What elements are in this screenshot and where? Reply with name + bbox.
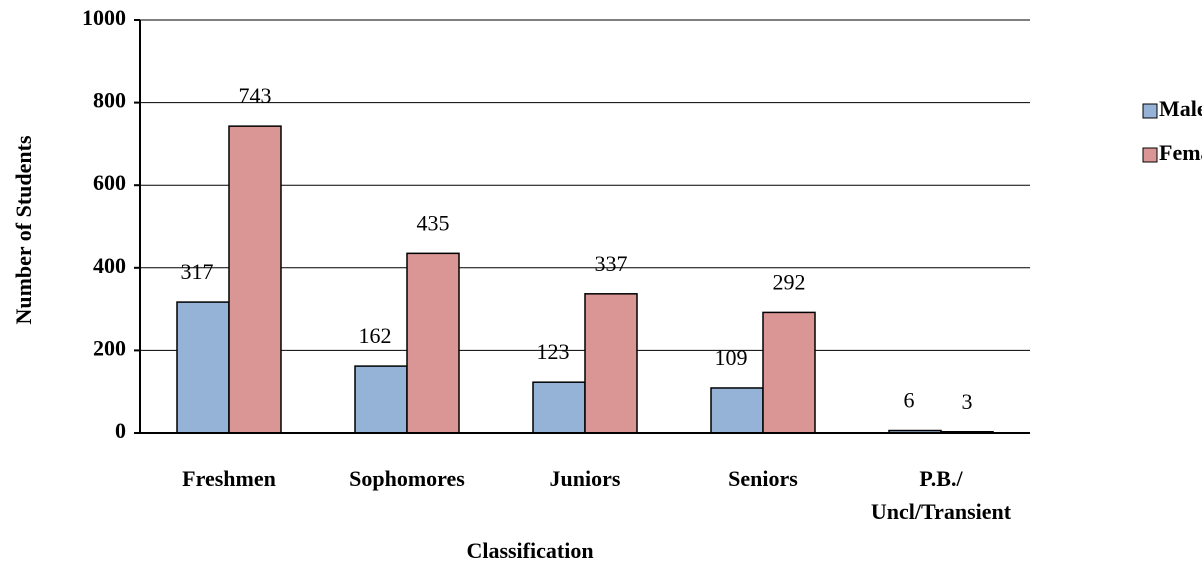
bar [532, 381, 586, 434]
x-tick-label: Seniors [728, 466, 798, 491]
data-label: 435 [417, 210, 450, 235]
bar [354, 365, 408, 434]
bar [228, 125, 282, 434]
legend-swatch [1142, 147, 1158, 163]
legend-swatch [1142, 103, 1158, 119]
data-label: 3 [962, 389, 973, 414]
bar [584, 293, 638, 434]
legend-label: Male [1159, 96, 1202, 121]
data-label: 337 [595, 251, 628, 276]
data-label: 162 [359, 323, 392, 348]
y-tick-label: 800 [93, 88, 126, 113]
x-tick-label: Sophomores [349, 466, 465, 491]
x-axis-title: Classification [466, 538, 593, 563]
x-tick-label: Freshmen [182, 466, 276, 491]
data-label: 123 [537, 339, 570, 364]
y-tick-label: 1000 [82, 5, 126, 30]
legend-label: Female [1159, 140, 1202, 165]
y-axis-title: Number of Students [11, 135, 36, 325]
data-label: 109 [715, 345, 748, 370]
bar [762, 311, 816, 434]
data-label: 317 [181, 259, 214, 284]
bar [176, 301, 230, 434]
bar [710, 387, 764, 434]
y-tick-label: 0 [115, 418, 126, 443]
data-label: 743 [239, 83, 272, 108]
data-label: 6 [904, 388, 915, 413]
x-tick-label: Juniors [550, 466, 621, 491]
data-label: 292 [773, 269, 806, 294]
y-tick-label: 400 [93, 253, 126, 278]
bar [406, 252, 460, 434]
x-tick-label: P.B./Uncl/Transient [871, 466, 1012, 524]
y-tick-label: 600 [93, 170, 126, 195]
y-tick-label: 200 [93, 335, 126, 360]
